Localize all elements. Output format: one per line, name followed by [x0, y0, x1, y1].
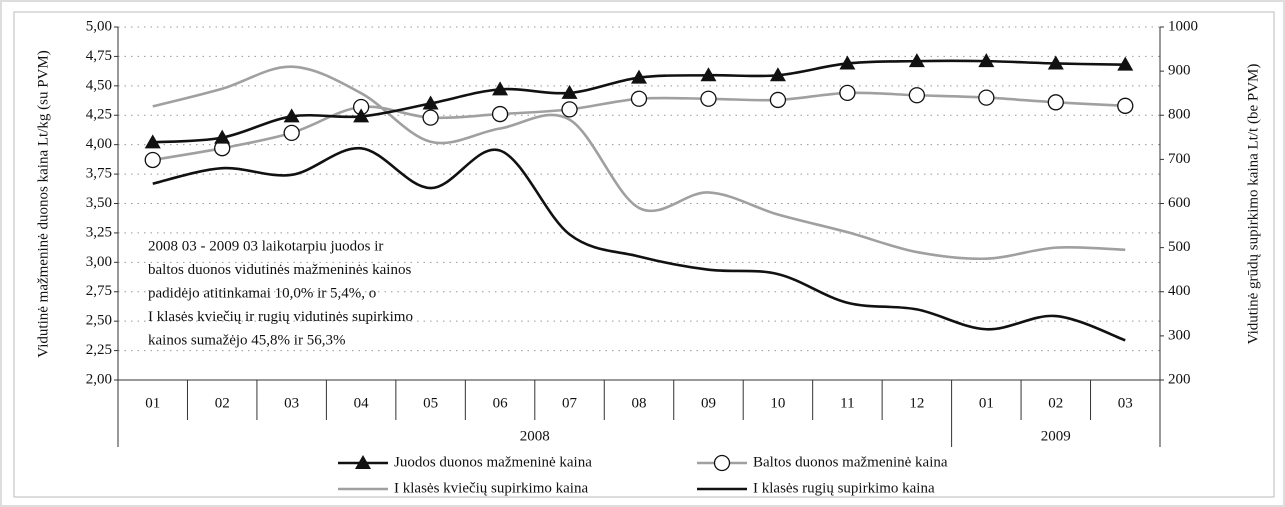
annotation: baltos duonos vidutinės mažmeninės kaino…	[148, 262, 411, 278]
y-tick-label: 3,50	[86, 195, 112, 211]
x-tick-label: 05	[423, 395, 438, 411]
y2-tick-label: 800	[1168, 107, 1191, 123]
y-tick-label: 5,00	[86, 18, 112, 34]
y-tick-label: 2,25	[86, 342, 112, 358]
x-tick-label: 02	[215, 395, 230, 411]
marker	[1117, 56, 1134, 71]
x-tick-label: 02	[1048, 395, 1063, 411]
legend-label: Baltos duonos mažmeninė kaina	[753, 454, 948, 470]
y-tick-label: 4,75	[86, 48, 112, 64]
x-tick-label: 06	[493, 395, 509, 411]
legend-label: Juodos duonos mažmeninė kaina	[394, 454, 592, 470]
y2-tick-label: 600	[1168, 195, 1191, 211]
y-tick-label: 3,25	[86, 224, 112, 240]
marker	[422, 95, 439, 110]
y2-tick-label: 400	[1168, 283, 1191, 299]
marker	[630, 90, 648, 107]
marker	[1047, 55, 1064, 70]
marker	[908, 53, 925, 68]
y-tick-label: 3,00	[86, 254, 112, 270]
y2-tick-label: 700	[1168, 151, 1191, 167]
marker	[978, 89, 995, 106]
legend-label: I klasės kviečių supirkimo kaina	[394, 480, 588, 496]
y-tick-label: 2,50	[86, 313, 112, 329]
marker	[492, 81, 509, 96]
y2-tick-label: 200	[1168, 371, 1191, 387]
annotation: 2008 03 - 2009 03 laikotarpiu juodos ir	[148, 238, 383, 254]
marker	[769, 67, 786, 82]
marker	[978, 53, 995, 68]
x-tick-label: 12	[909, 395, 924, 411]
y2-tick-label: 500	[1168, 239, 1191, 255]
annotation: padidėjo atitinkamai 10,0% ir 5,4%, o	[148, 285, 376, 301]
series-line	[152, 147, 1126, 342]
marker	[214, 129, 231, 144]
marker	[1047, 94, 1064, 111]
marker	[839, 84, 856, 102]
x-tick-label: 08	[632, 395, 647, 411]
marker	[839, 55, 856, 70]
x-tick-label: 10	[770, 395, 785, 411]
y-tick-label: 2,75	[86, 283, 112, 299]
marker	[713, 454, 731, 472]
annotation: kainos sumažėjo 45,8% ir 56,3%	[148, 332, 345, 348]
x-tick-label: 04	[354, 395, 370, 411]
annotation: I klasės kviečių ir rugių vidutinės supi…	[148, 309, 413, 325]
x-tick-label: 03	[284, 395, 299, 411]
marker	[283, 108, 300, 123]
group-label: 2008	[520, 428, 550, 444]
marker	[561, 84, 578, 99]
marker	[700, 67, 717, 82]
y-axis-label: Vidutinė mažmeninė duonos kaina Lt/kg (s…	[35, 50, 51, 357]
series-line	[152, 65, 1126, 261]
y2-tick-label: 300	[1168, 327, 1191, 343]
marker	[144, 134, 161, 149]
y-tick-label: 2,00	[86, 371, 112, 387]
y2-axis-label: Vidutinė grūdų supirkimo kaina Lt/t (be …	[1245, 64, 1261, 345]
marker	[283, 124, 300, 142]
legend-label: I klasės rugių supirkimo kaina	[753, 480, 935, 496]
marker	[700, 90, 717, 107]
marker	[491, 105, 509, 123]
marker	[561, 101, 578, 118]
y2-tick-label: 1000	[1168, 18, 1198, 34]
x-tick-label: 07	[562, 395, 578, 411]
y-tick-label: 3,75	[86, 166, 112, 182]
marker	[355, 455, 371, 469]
marker	[631, 69, 647, 84]
group-label: 2009	[1041, 428, 1071, 444]
x-tick-label: 03	[1118, 395, 1133, 411]
y2-tick-label: 900	[1168, 63, 1191, 79]
y-tick-label: 4,25	[86, 107, 112, 123]
x-tick-label: 01	[979, 395, 994, 411]
x-tick-label: 11	[840, 395, 854, 411]
inner-frame	[13, 11, 1275, 498]
x-tick-label: 01	[145, 395, 160, 411]
marker	[769, 91, 787, 109]
x-tick-label: 09	[701, 395, 716, 411]
y-tick-label: 4,50	[86, 77, 112, 93]
marker	[144, 151, 161, 169]
y-tick-label: 4,00	[86, 136, 112, 152]
marker	[1117, 97, 1134, 114]
marker	[353, 108, 370, 123]
marker	[422, 109, 439, 126]
marker	[908, 87, 926, 104]
